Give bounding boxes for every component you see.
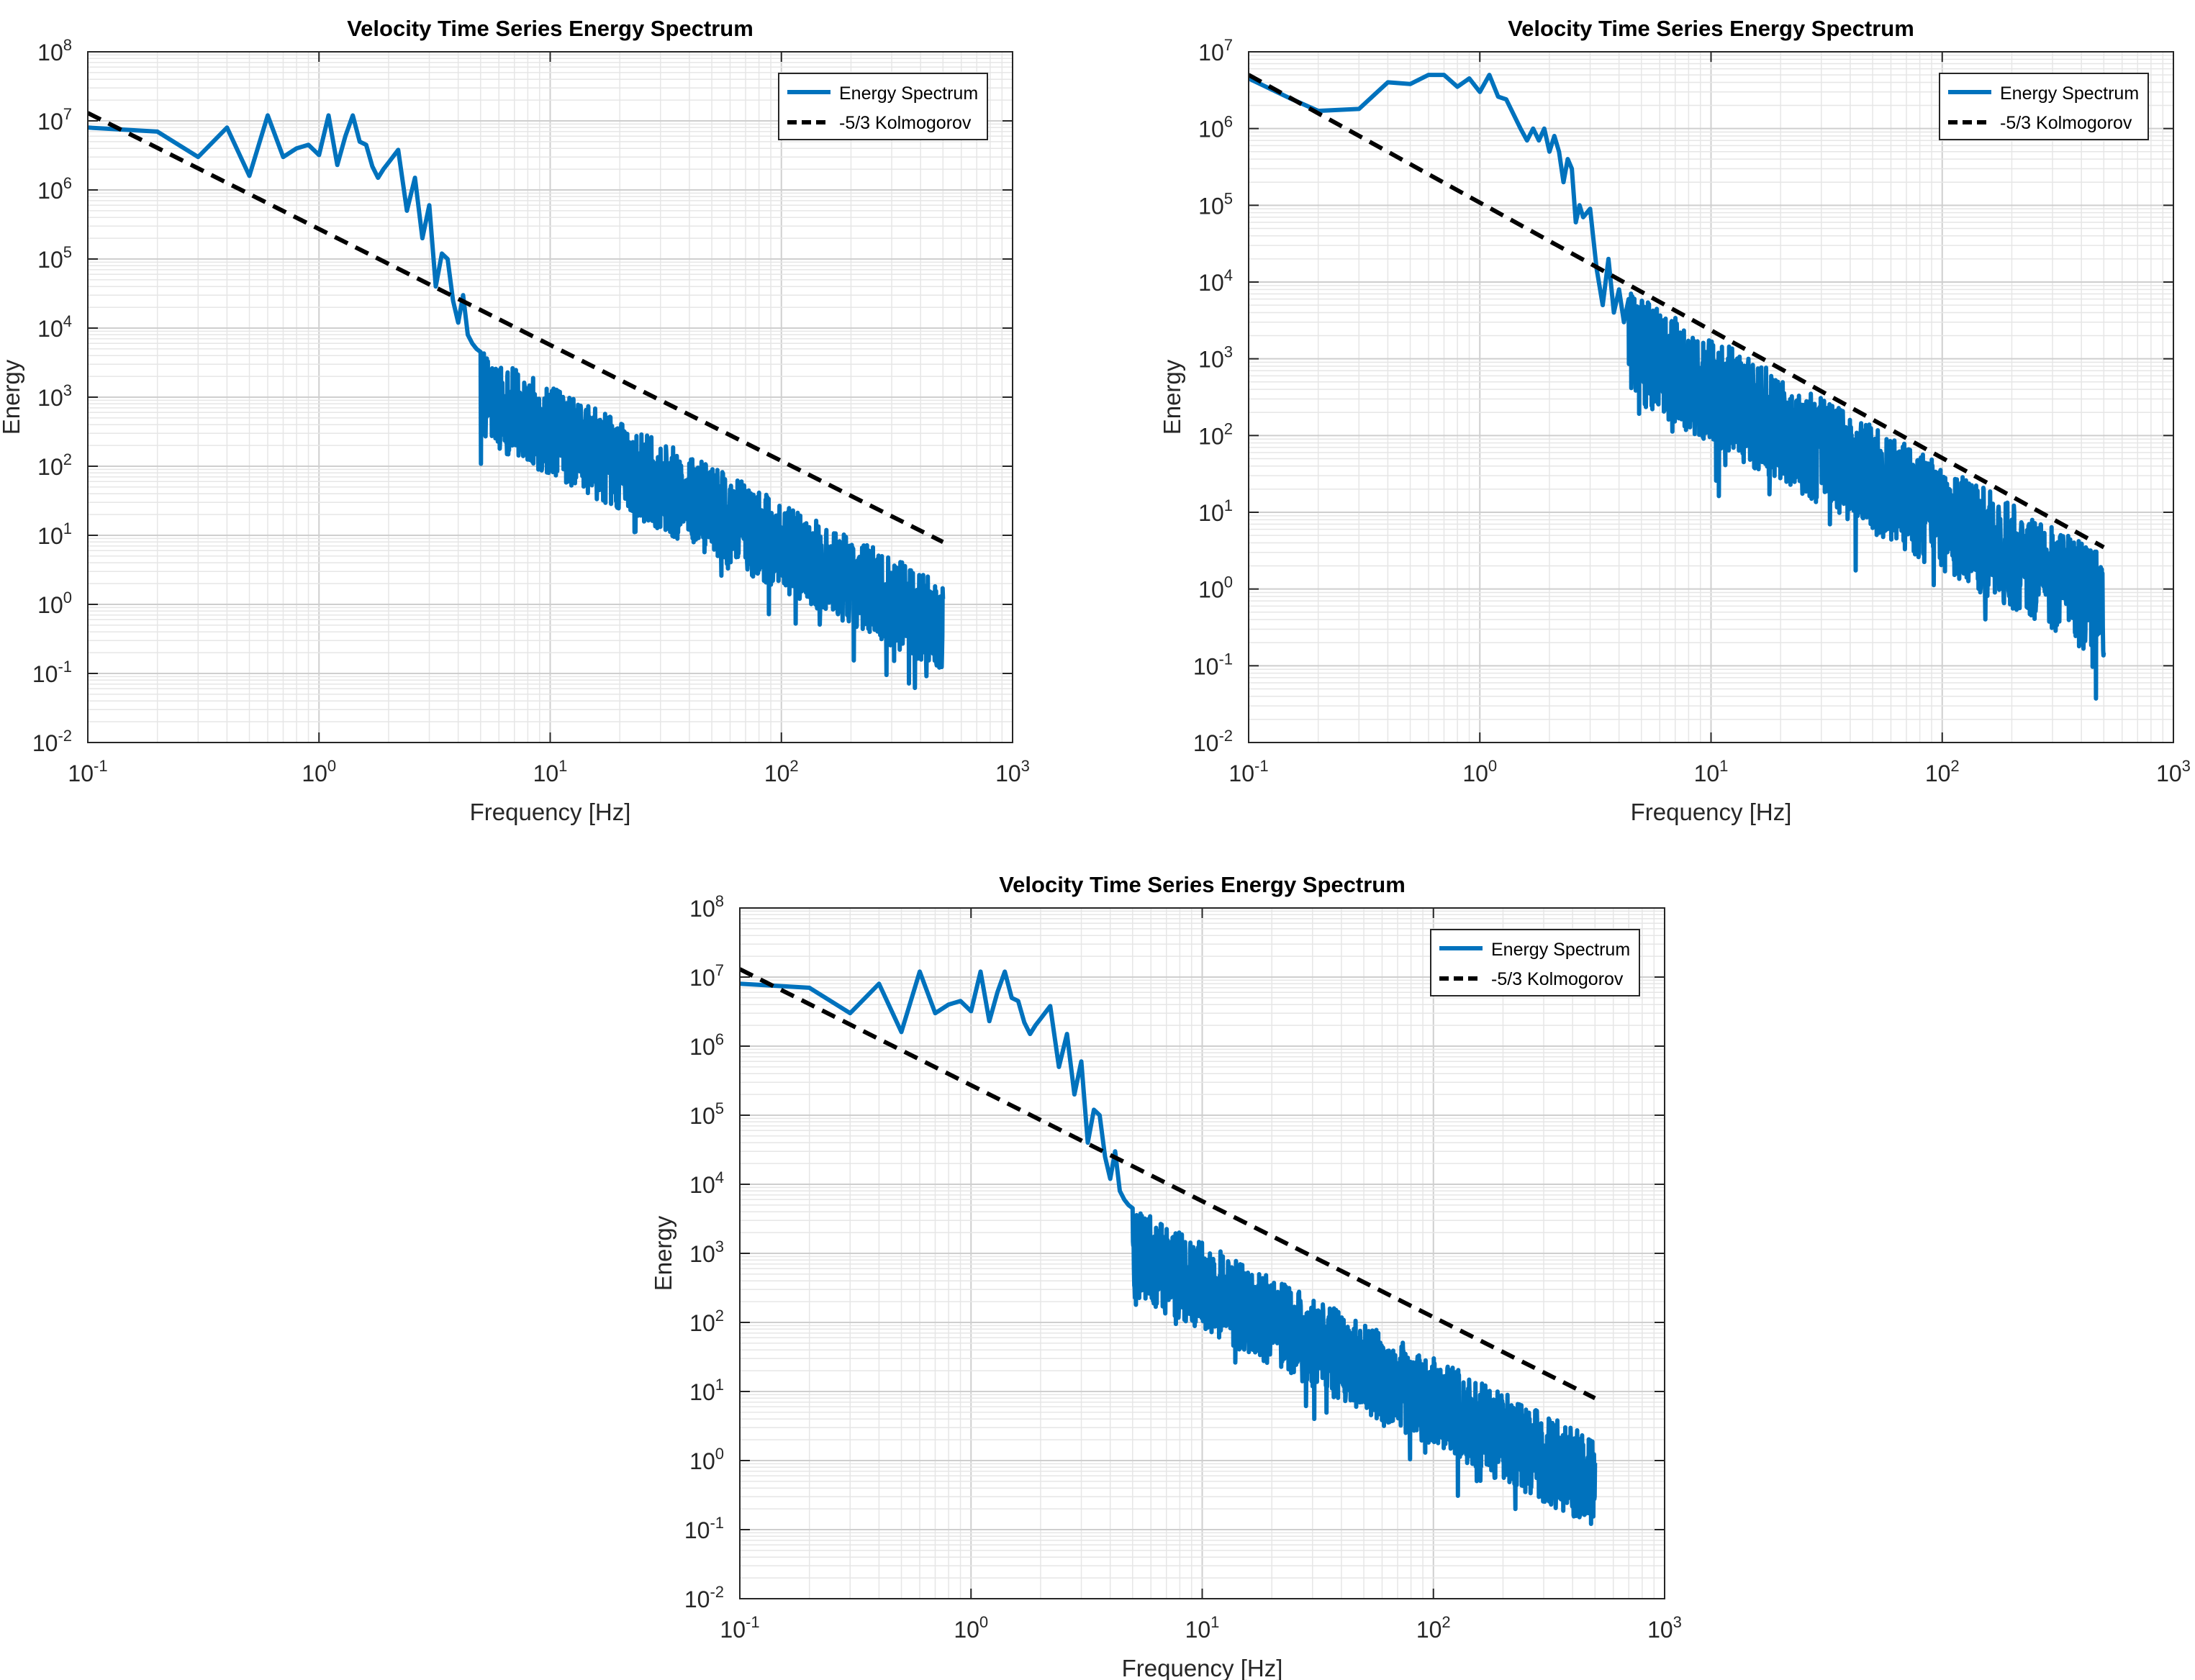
y-tick-label: 10-1 [32,658,72,687]
chart-2: 10-1 100 101 102 10310-210-11001011021031041… [1159,16,2191,825]
y-tick-label: 102 [37,450,72,480]
x-tick-label: 102 [1925,757,1960,786]
x-tick-label: 101 [533,757,568,786]
kolmogorov-line [88,111,944,544]
x-axis-label: Frequency [Hz] [1122,1655,1283,1680]
ticks: 10-1 100 101 102 10310-210-11001011021031041… [684,892,1682,1643]
y-tick-label: 106 [1198,113,1233,142]
x-tick-label: 102 [764,757,799,786]
y-tick-label: 103 [689,1238,724,1267]
x-tick-label: 101 [1185,1613,1220,1643]
y-tick-label: 108 [37,36,72,65]
legend-entry-kolmogorov: -5/3 Kolmogorov [1491,969,1624,989]
energy-spectrum-line [1249,73,2106,701]
chart-3: 10-1 100 101 102 10310-210-11001011021031041… [650,872,1682,1680]
y-tick-label: 103 [37,381,72,411]
y-tick-label: 100 [689,1445,724,1474]
x-tick-label: 10-1 [1228,757,1268,786]
x-axis-label: Frequency [Hz] [1631,799,1792,825]
chart-title: Velocity Time Series Energy Spectrum [1508,16,1914,41]
y-tick-label: 105 [1198,189,1233,219]
y-tick-label: 104 [1198,266,1233,296]
y-axis-label: Energy [1159,359,1185,435]
y-tick-label: 107 [37,105,72,135]
y-tick-label: 10-1 [684,1514,724,1543]
legend: Energy Spectrum -5/3 Kolmogorov [1939,73,2149,140]
y-tick-label: 10-1 [1193,650,1233,679]
y-tick-label: 108 [689,892,724,922]
y-tick-label: 10-2 [32,727,72,756]
y-tick-label: 105 [37,243,72,273]
x-tick-label: 10-1 [720,1613,759,1643]
kolmogorov-line [740,967,1596,1400]
legend-entry-spectrum: Energy Spectrum [839,83,978,104]
x-tick-label: 102 [1416,1613,1451,1643]
ticks: 10-1 100 101 102 10310-210-11001011021031041… [1193,36,2191,786]
legend-box [1430,929,1640,996]
legend-entry-kolmogorov: -5/3 Kolmogorov [839,113,972,133]
y-tick-label: 105 [689,1099,724,1129]
energy-spectrum-line [88,113,946,691]
y-tick-label: 101 [1198,496,1233,526]
chart-1: 10-1 100 101 102 10310-210-11001011021031041… [0,16,1030,825]
x-tick-label: 100 [302,757,336,786]
legend-entry-spectrum: Energy Spectrum [1491,940,1630,960]
y-tick-label: 106 [689,1030,724,1060]
x-tick-label: 103 [1647,1613,1682,1643]
x-tick-label: 100 [954,1613,988,1643]
y-tick-label: 104 [37,312,72,342]
y-tick-label: 103 [1198,343,1233,373]
y-tick-label: 102 [689,1307,724,1336]
chart-title: Velocity Time Series Energy Spectrum [347,16,753,41]
x-tick-label: 100 [1462,757,1497,786]
x-tick-label: 103 [995,757,1030,786]
chart-title: Velocity Time Series Energy Spectrum [999,872,1406,897]
legend-box [1939,73,2149,140]
y-tick-label: 100 [37,589,72,618]
ticks: 10-1 100 101 102 10310-210-11001011021031041… [32,36,1030,786]
y-tick-label: 107 [1198,36,1233,65]
x-axis-label: Frequency [Hz] [470,799,631,825]
y-tick-label: 104 [689,1168,724,1198]
x-tick-label: 101 [1694,757,1729,786]
y-tick-label: 106 [37,174,72,204]
energy-spectrum-line [740,969,1598,1526]
y-tick-label: 10-2 [684,1583,724,1612]
y-tick-label: 102 [1198,419,1233,449]
y-tick-label: 101 [689,1376,724,1405]
kolmogorov-line [1249,73,2105,550]
x-tick-label: 10-1 [68,757,107,786]
y-axis-label: Energy [650,1215,676,1291]
legend-entry-kolmogorov: -5/3 Kolmogorov [2000,113,2132,133]
y-axis-label: Energy [0,359,24,435]
y-tick-label: 100 [1198,573,1233,603]
y-tick-label: 10-2 [1193,727,1233,756]
y-tick-label: 107 [689,961,724,991]
legend: Energy Spectrum -5/3 Kolmogorov [778,73,988,140]
legend-entry-spectrum: Energy Spectrum [2000,83,2139,104]
legend: Energy Spectrum -5/3 Kolmogorov [1430,929,1640,996]
x-tick-label: 103 [2156,757,2191,786]
y-tick-label: 101 [37,519,72,549]
legend-box [778,73,988,140]
